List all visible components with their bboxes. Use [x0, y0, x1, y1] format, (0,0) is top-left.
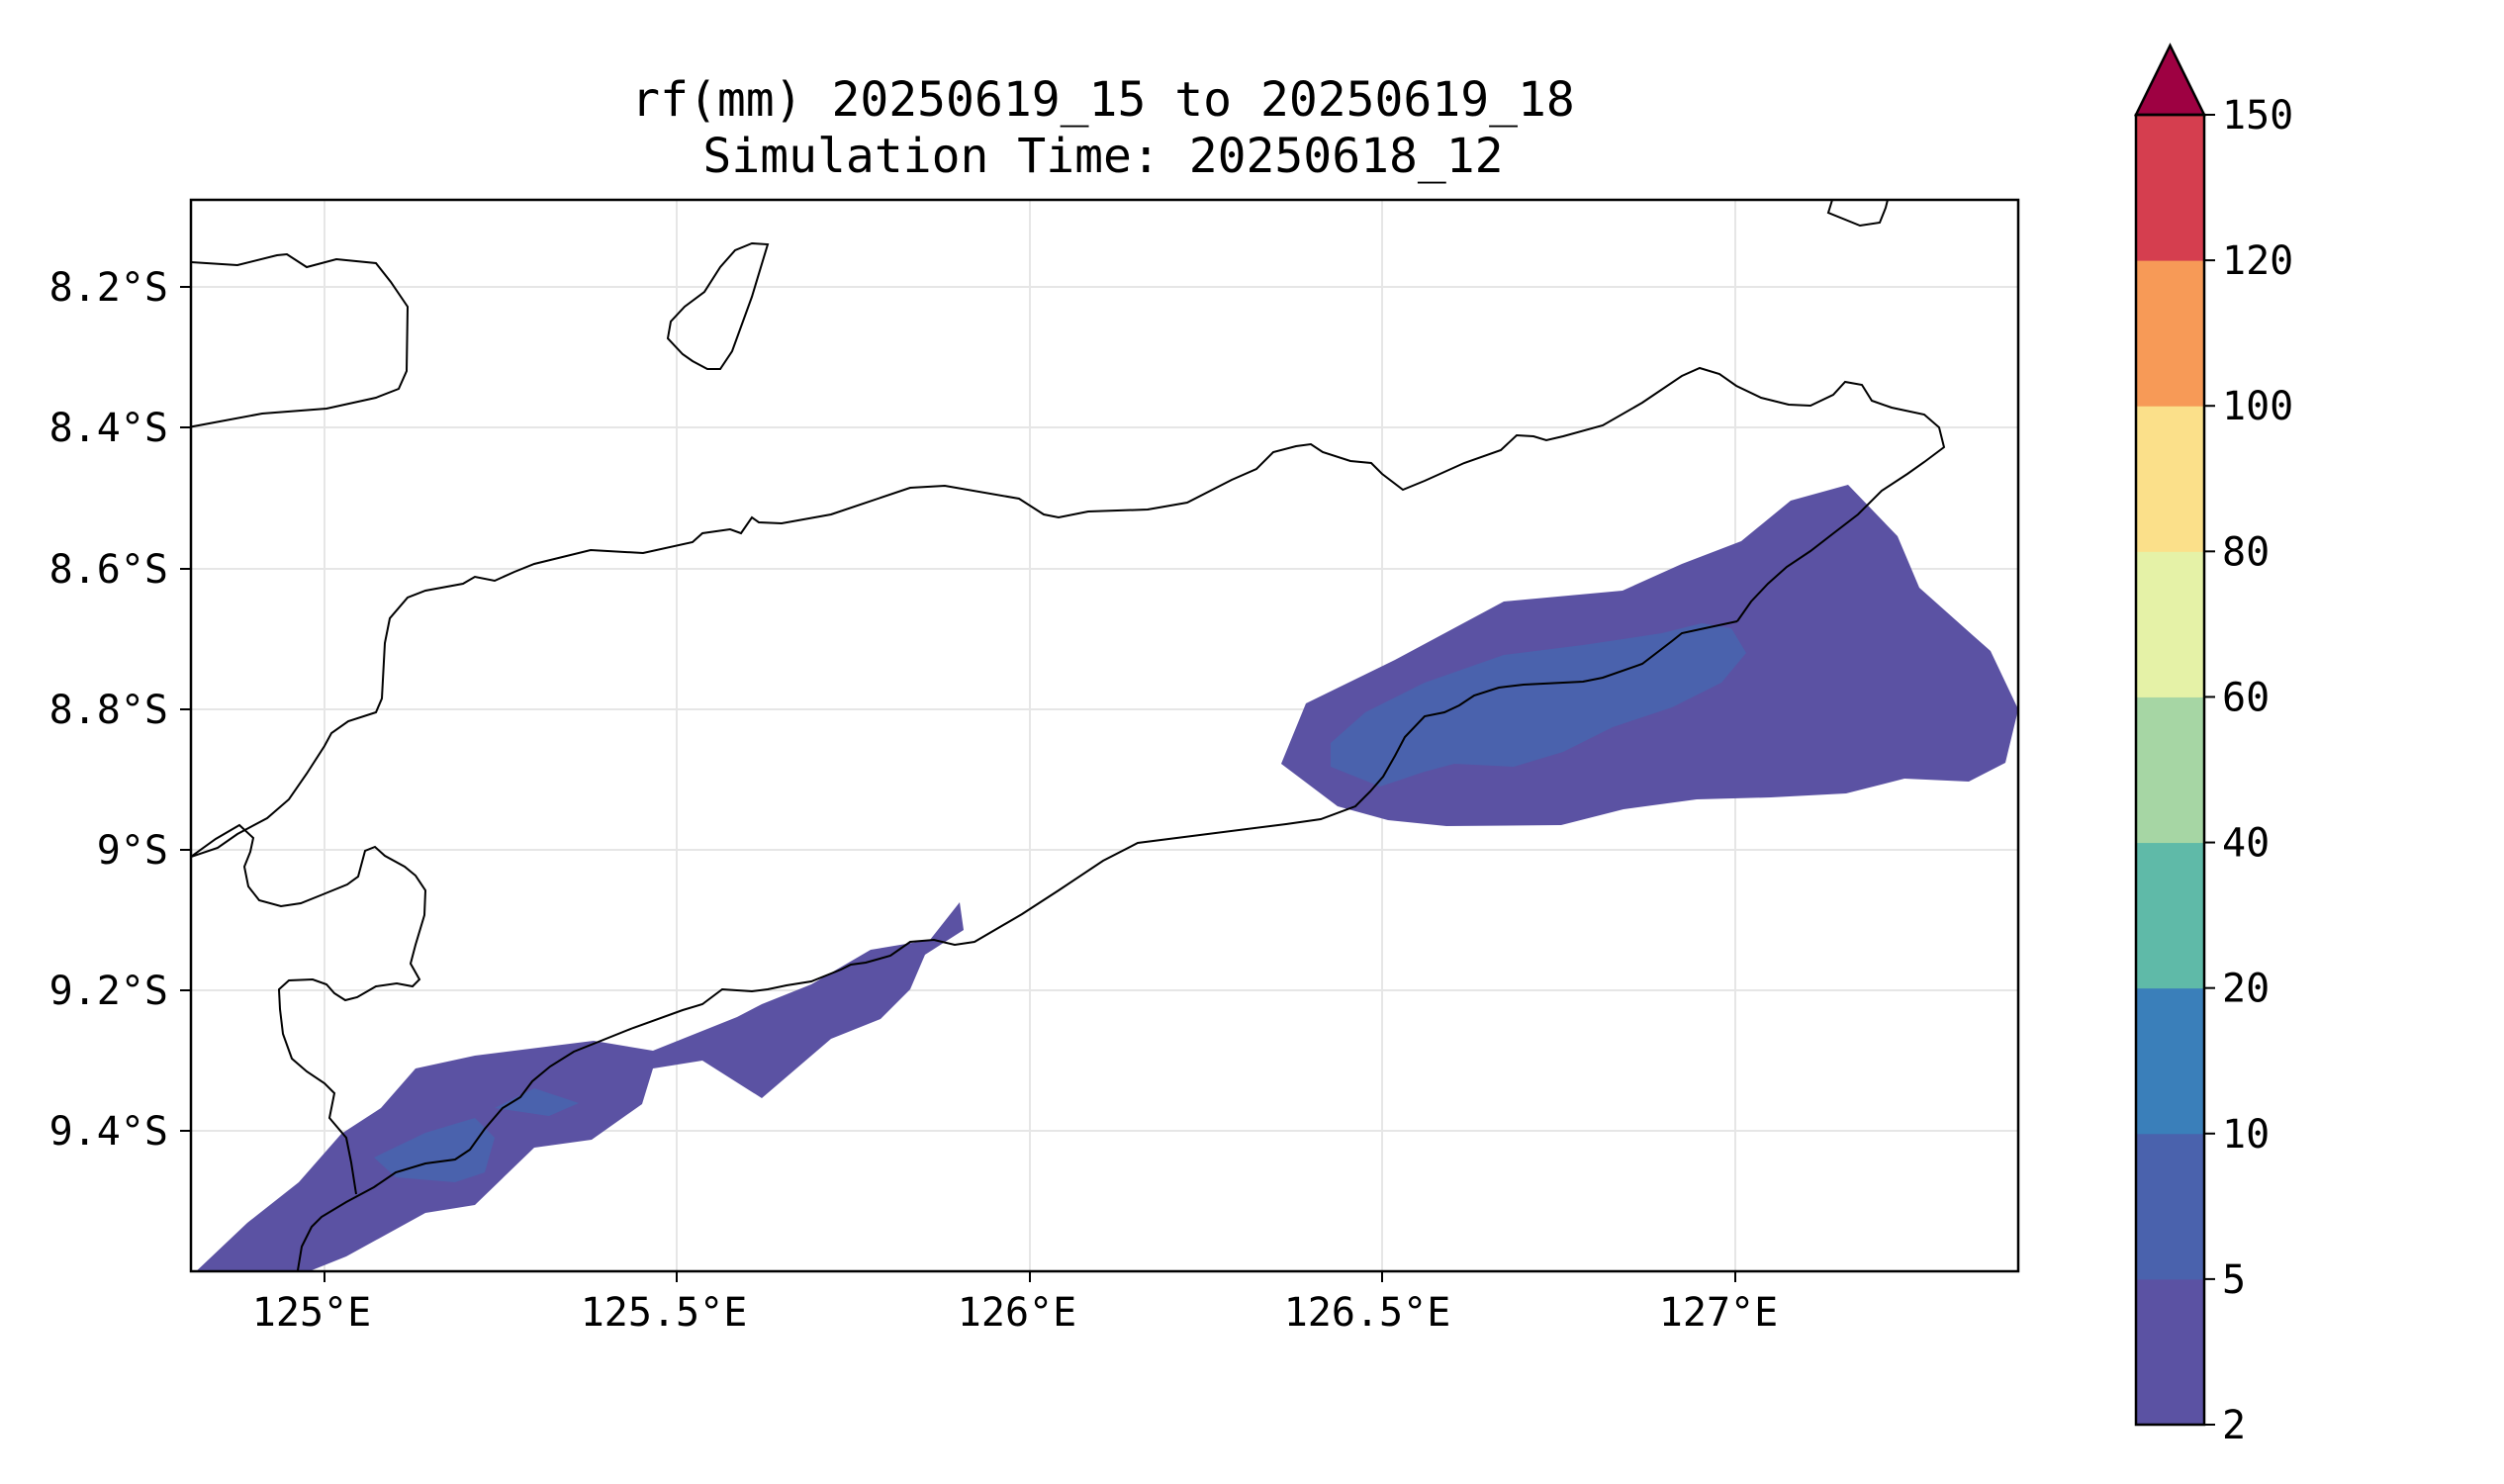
y-tick-label: 9.2°S	[49, 969, 168, 1014]
y-tick-label: 8.2°S	[49, 265, 168, 311]
colorbar: 2 5 10 20 40 60 80 100 120 150	[2133, 43, 2293, 1448]
x-tick-label: 126°E	[958, 1290, 1076, 1336]
border-timor-leste-indonesia	[296, 620, 1738, 1271]
y-tick-label: 8.4°S	[49, 406, 168, 451]
x-tick-label: 125.5°E	[581, 1290, 748, 1336]
map-title-line2: Simulation Time: 20250618_12	[702, 129, 1503, 184]
coastline-timor-north	[191, 366, 1946, 858]
tick-marks	[180, 286, 1736, 1282]
colorbar-tick-label: 5	[2222, 1257, 2246, 1303]
colorbar-tick-label: 80	[2222, 529, 2270, 575]
colorbar-band	[2136, 115, 2204, 261]
colorbar-tick-label: 150	[2222, 93, 2293, 139]
colorbar-band	[2136, 987, 2204, 1135]
colorbar-band	[2136, 406, 2204, 552]
colorbar-band	[2136, 696, 2204, 844]
colorbar-band	[2136, 551, 2204, 697]
colorbar-band	[2136, 1133, 2204, 1280]
colorbar-extend-arrow	[2133, 43, 2207, 117]
y-tick-label: 9°S	[97, 828, 168, 874]
x-axis-labels: 125°E 125.5°E 126°E 126.5°E 127°E	[252, 1290, 1778, 1336]
colorbar-tick-label: 100	[2222, 384, 2293, 429]
colorbar-tick-label: 120	[2222, 238, 2293, 284]
x-tick-label: 126.5°E	[1284, 1290, 1451, 1336]
map-title-line1: rf(mm) 20250619_15 to 20250619_18	[631, 72, 1575, 128]
coastline-timor-west-peninsula	[191, 823, 427, 1195]
coastline-small-island	[666, 241, 770, 370]
map-frame	[189, 198, 2020, 1273]
rain-core-west-1	[374, 1118, 495, 1182]
colorbar-tick-label: 2	[2222, 1403, 2246, 1448]
rain-core-west-2	[495, 1088, 579, 1116]
x-tick-label: 127°E	[1659, 1290, 1778, 1336]
colorbar-tick-label: 60	[2222, 675, 2270, 720]
colorbar-band	[2136, 260, 2204, 407]
coastlines	[191, 200, 1946, 1271]
y-tick-label: 8.8°S	[49, 688, 168, 733]
y-tick-label: 9.4°S	[49, 1109, 168, 1155]
y-tick-label: 8.6°S	[49, 547, 168, 593]
map-panel: 125°E 125.5°E 126°E 126.5°E 127°E 8.2°S …	[49, 198, 2020, 1336]
rain-area-west	[196, 902, 964, 1271]
colorbar-band	[2136, 842, 2204, 989]
colorbar-tick-label: 20	[2222, 967, 2270, 1012]
colorbar-tick-label: 40	[2222, 821, 2270, 867]
colorbar-tick-label: 10	[2222, 1112, 2270, 1158]
colorbar-band	[2136, 1278, 2204, 1426]
x-tick-label: 125°E	[252, 1290, 371, 1336]
colorbar-frame	[2134, 113, 2206, 1427]
y-axis-labels: 8.2°S 8.4°S 8.6°S 8.8°S 9°S 9.2°S 9.4°S	[49, 265, 168, 1155]
coastline-atauro-fragment	[1826, 200, 1889, 228]
coastline-wetar-island	[191, 252, 410, 428]
